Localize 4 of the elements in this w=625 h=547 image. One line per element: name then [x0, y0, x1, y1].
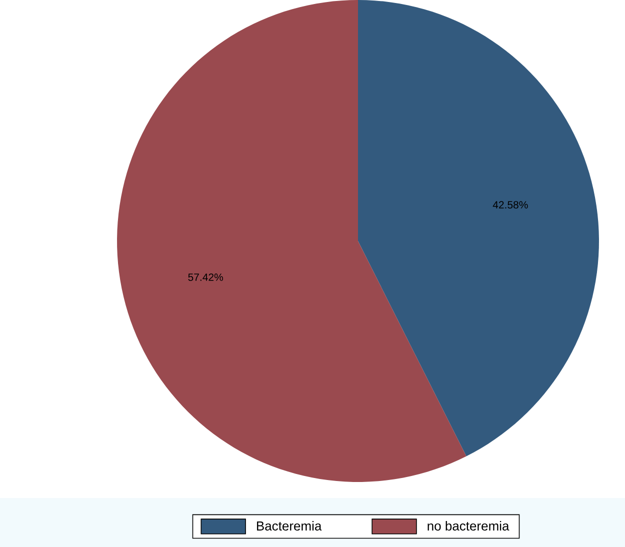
data-label: 42.58% — [492, 201, 528, 209]
legend-label: no bacteremia — [428, 521, 510, 531]
legend-label: Bacteremia — [257, 521, 322, 531]
data-label: 57.42% — [188, 273, 224, 281]
